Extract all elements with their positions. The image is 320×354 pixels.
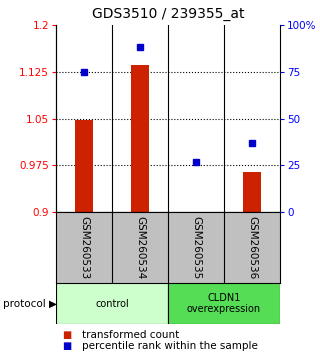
Bar [168,283,280,324]
Text: GSM260534: GSM260534 [135,216,145,279]
Bar [75,120,93,212]
Bar [56,283,168,324]
Text: ■: ■ [62,341,72,351]
Text: CLDN1
overexpression: CLDN1 overexpression [187,293,261,314]
Bar [243,172,261,212]
Text: control: control [95,298,129,309]
Text: GSM260536: GSM260536 [247,216,257,279]
Text: GSM260533: GSM260533 [79,216,89,279]
Text: percentile rank within the sample: percentile rank within the sample [82,341,258,351]
Text: protocol ▶: protocol ▶ [3,298,57,309]
Title: GDS3510 / 239355_at: GDS3510 / 239355_at [92,7,244,21]
Text: GSM260535: GSM260535 [191,216,201,279]
Text: transformed count: transformed count [82,330,179,339]
Bar [131,65,149,212]
Text: ■: ■ [62,330,72,339]
